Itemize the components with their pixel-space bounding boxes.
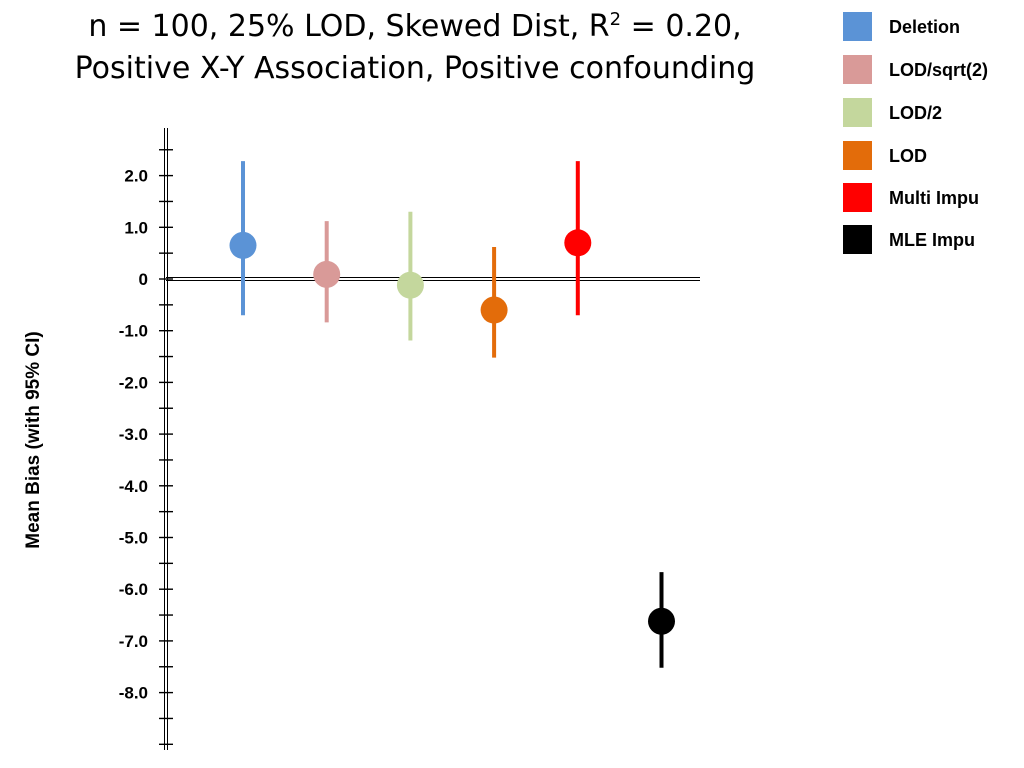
legend-label: LOD	[889, 146, 927, 166]
mean-point	[396, 271, 424, 299]
y-tick-label: -1.0	[119, 322, 148, 341]
legend-swatch	[843, 12, 872, 41]
title-line-1-suffix: = 0.20,	[621, 9, 742, 44]
legend-item: LOD/2	[843, 98, 1023, 128]
legend-item: LOD	[843, 141, 1023, 171]
y-tick-label: -3.0	[119, 425, 148, 444]
legend-swatch	[843, 141, 872, 170]
title-line-1: n = 100, 25% LOD, Skewed Dist, R2 = 0.20…	[0, 6, 830, 48]
legend-label: LOD/2	[889, 103, 943, 123]
legend-label: Deletion	[889, 17, 961, 37]
y-tick-label: -5.0	[119, 529, 148, 548]
mean-point	[313, 260, 341, 288]
y-tick-label: 1.0	[124, 218, 148, 237]
y-tick-label: 0	[139, 270, 148, 289]
y-tick-label: -4.0	[119, 477, 148, 496]
legend-label: MLE Impu	[889, 230, 975, 250]
legend-swatch	[843, 55, 872, 84]
y-tick-label: -6.0	[119, 580, 148, 599]
legend-label: LOD/sqrt(2)	[889, 60, 988, 80]
title-line-1-prefix: n = 100, 25% LOD, Skewed Dist, R	[88, 9, 610, 44]
title-line-2: Positive X-Y Association, Positive confo…	[74, 51, 756, 86]
y-tick-label: -7.0	[119, 632, 148, 651]
legend-item: LOD/sqrt(2)	[843, 55, 1023, 85]
y-tick-label: -2.0	[119, 373, 148, 392]
mean-point	[648, 607, 675, 635]
mean-point	[564, 229, 592, 257]
legend-item: Multi Impu	[843, 183, 1023, 213]
y-tick-label: -8.0	[119, 684, 148, 703]
legend-swatch	[843, 183, 872, 212]
mean-point	[229, 231, 257, 259]
legend-label: Multi Impu	[889, 188, 979, 208]
y-tick-label: 2.0	[124, 167, 148, 186]
legend-item: Deletion	[843, 12, 1023, 42]
title-superscript: 2	[609, 9, 622, 30]
mean-point	[480, 296, 508, 324]
legend-swatch	[843, 98, 872, 127]
legend-item: MLE Impu	[843, 225, 1023, 255]
legend-swatch	[843, 225, 872, 254]
chart-title: n = 100, 25% LOD, Skewed Dist, R2 = 0.20…	[0, 6, 830, 90]
